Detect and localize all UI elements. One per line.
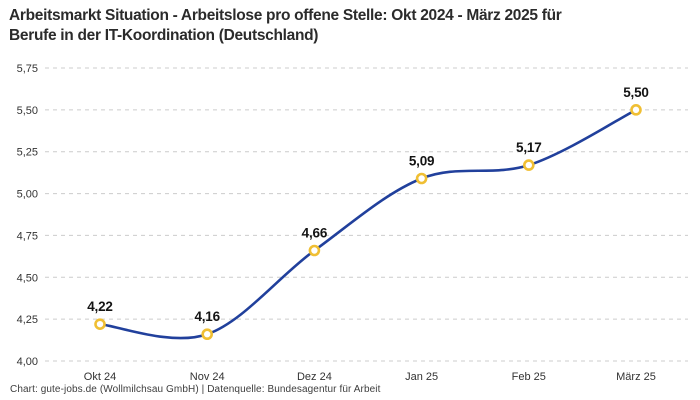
x-tick-label: Jan 25 [405, 371, 438, 383]
data-point-marker [415, 172, 428, 185]
data-point-label: 4,16 [194, 309, 220, 324]
x-tick-label: Dez 24 [297, 371, 332, 383]
x-tick-label: März 25 [616, 371, 656, 383]
y-tick-label: 4,00 [17, 356, 38, 368]
y-tick-label: 4,75 [17, 230, 38, 242]
data-point-marker [201, 328, 213, 341]
data-point-marker [308, 244, 321, 257]
series-line-path [98, 108, 638, 340]
x-tick-label: Feb 25 [512, 371, 546, 383]
data-point-label: 5,50 [623, 85, 648, 100]
y-tick-label: 5,25 [17, 147, 38, 159]
y-tick-label: 5,75 [17, 63, 38, 75]
x-tick-label: Nov 24 [190, 371, 225, 383]
x-tick-label: Okt 24 [84, 371, 116, 383]
data-point-label: 5,17 [516, 140, 541, 155]
chart-title: Arbeitsmarkt Situation - Arbeitslose pro… [9, 7, 562, 44]
y-tick-label: 5,50 [17, 105, 38, 117]
y-tick-label: 4,50 [17, 272, 38, 284]
data-point-label: 4,22 [87, 299, 112, 314]
data-point-marker [630, 104, 642, 116]
y-tick-label: 5,00 [17, 189, 38, 201]
y-tick-label: 4,25 [17, 314, 38, 326]
data-point-label: 5,09 [409, 154, 434, 169]
data-point-label: 4,66 [302, 225, 328, 240]
data-point-marker [522, 159, 535, 171]
data-point-marker [94, 318, 106, 330]
chart-footer: Chart: gute-jobs.de (Wollmilchsau GmbH) … [10, 384, 381, 395]
